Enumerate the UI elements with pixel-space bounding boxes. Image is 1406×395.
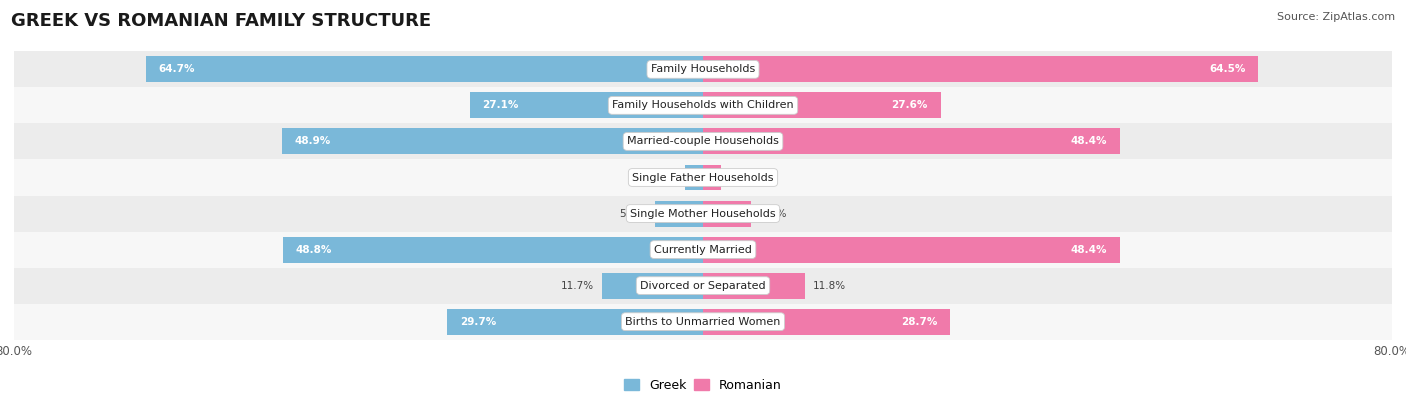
Text: Divorced or Separated: Divorced or Separated	[640, 280, 766, 291]
Bar	[703, 92, 941, 118]
Bar	[447, 309, 703, 335]
Text: 11.8%: 11.8%	[813, 280, 846, 291]
Text: Births to Unmarried Women: Births to Unmarried Women	[626, 317, 780, 327]
Bar	[14, 196, 1392, 231]
Legend: Greek, Romanian: Greek, Romanian	[619, 374, 787, 395]
Bar	[14, 304, 1392, 340]
Bar	[703, 309, 950, 335]
Text: 48.8%: 48.8%	[295, 245, 332, 255]
Text: 5.6%: 5.6%	[759, 209, 786, 218]
Text: GREEK VS ROMANIAN FAMILY STRUCTURE: GREEK VS ROMANIAN FAMILY STRUCTURE	[11, 12, 432, 30]
Text: 2.1%: 2.1%	[650, 173, 676, 182]
Text: Family Households with Children: Family Households with Children	[612, 100, 794, 111]
Text: Single Mother Households: Single Mother Households	[630, 209, 776, 218]
Bar	[685, 165, 703, 190]
Bar	[14, 123, 1392, 160]
Text: Family Households: Family Households	[651, 64, 755, 74]
Text: 64.7%: 64.7%	[159, 64, 195, 74]
Bar	[703, 56, 1258, 82]
Text: 27.6%: 27.6%	[891, 100, 928, 111]
Bar	[281, 128, 703, 154]
Text: 11.7%: 11.7%	[561, 280, 593, 291]
Bar	[703, 165, 721, 190]
Bar	[602, 273, 703, 299]
Bar	[655, 201, 703, 226]
Text: Currently Married: Currently Married	[654, 245, 752, 255]
Text: 5.6%: 5.6%	[620, 209, 647, 218]
Text: Single Father Households: Single Father Households	[633, 173, 773, 182]
Text: 64.5%: 64.5%	[1209, 64, 1246, 74]
Bar	[14, 231, 1392, 268]
Text: Source: ZipAtlas.com: Source: ZipAtlas.com	[1277, 12, 1395, 22]
Bar	[146, 56, 703, 82]
Bar	[703, 128, 1119, 154]
Text: Married-couple Households: Married-couple Households	[627, 136, 779, 147]
Text: 48.4%: 48.4%	[1070, 245, 1107, 255]
Bar	[14, 268, 1392, 304]
Text: 27.1%: 27.1%	[482, 100, 519, 111]
Text: 28.7%: 28.7%	[901, 317, 938, 327]
Text: 29.7%: 29.7%	[460, 317, 496, 327]
Bar	[14, 160, 1392, 196]
Text: 48.4%: 48.4%	[1070, 136, 1107, 147]
Bar	[470, 92, 703, 118]
Text: 48.9%: 48.9%	[295, 136, 330, 147]
Bar	[14, 87, 1392, 123]
Text: 2.1%: 2.1%	[730, 173, 756, 182]
Bar	[703, 201, 751, 226]
Bar	[14, 51, 1392, 87]
Bar	[703, 273, 804, 299]
Bar	[703, 237, 1119, 263]
Bar	[283, 237, 703, 263]
